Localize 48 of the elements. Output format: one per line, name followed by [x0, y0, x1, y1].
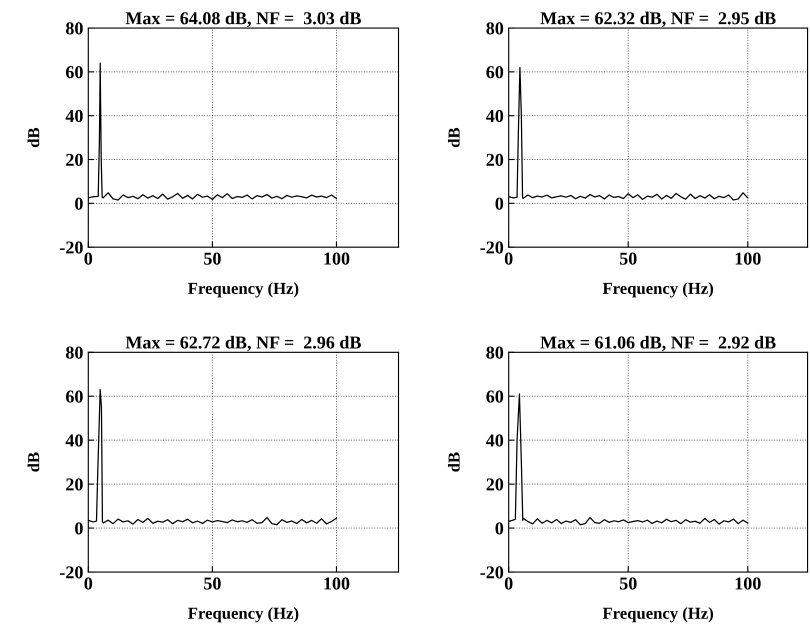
y-tick-label: 80	[66, 346, 83, 359]
y-tick-label: 0	[75, 522, 83, 535]
y-tick-label: 80	[486, 22, 504, 34]
y-tick-label: 60	[486, 66, 504, 78]
y-tick-label: 60	[486, 390, 504, 403]
x-tick-label: 0	[504, 577, 513, 590]
y-tick-label: 40	[486, 434, 504, 447]
y-tick-label: 0	[495, 522, 504, 535]
y-tick-label: 60	[66, 390, 83, 403]
x-tick-label: 50	[204, 577, 221, 590]
chart-title: Max = 62.32 dB, NF = 2.95 dB	[540, 12, 776, 27]
y-tick-label: 80	[486, 346, 504, 359]
x-axis-title: Frequency (Hz)	[188, 607, 298, 622]
y-axis-title: dB	[28, 452, 40, 472]
x-tick-label: 100	[736, 577, 761, 590]
y-axis-title: dB	[28, 128, 40, 148]
x-axis-title: Frequency (Hz)	[188, 282, 298, 298]
y-tick-label: 40	[486, 110, 504, 122]
y-tick-label: 20	[66, 154, 83, 166]
x-tick-label: 50	[620, 577, 637, 590]
y-tick-label: 20	[486, 478, 504, 491]
x-tick-label: 50	[620, 252, 637, 265]
y-tick-label: 20	[486, 154, 504, 166]
y-tick-label: 40	[66, 434, 83, 447]
x-tick-label: 100	[324, 252, 350, 265]
y-tick-label: 60	[66, 66, 83, 78]
x-tick-label: 100	[324, 577, 350, 590]
y-tick-label: 0	[495, 198, 504, 210]
y-axis-title: dB	[448, 128, 460, 148]
x-axis-title: Frequency (Hz)	[602, 607, 714, 622]
x-tick-label: 0	[84, 252, 92, 265]
y-tick-label: -20	[480, 566, 504, 578]
x-axis-title: Frequency (Hz)	[602, 282, 714, 298]
chart-title: Max = 64.08 dB, NF = 3.03 dB	[126, 12, 361, 27]
y-tick-label: -20	[480, 241, 504, 254]
y-tick-label: 20	[66, 478, 83, 491]
y-tick-label: 0	[75, 198, 83, 210]
y-tick-label: -20	[60, 241, 83, 254]
x-tick-label: 0	[84, 577, 92, 590]
chart-title: Max = 62.72 dB, NF = 2.96 dB	[126, 336, 361, 352]
y-axis-title: dB	[448, 452, 460, 472]
y-tick-label: 80	[66, 22, 83, 34]
y-tick-label: 40	[66, 110, 83, 122]
x-tick-label: 0	[504, 252, 513, 265]
chart-title: Max = 61.06 dB, NF = 2.92 dB	[540, 336, 776, 352]
x-tick-label: 100	[736, 252, 761, 265]
y-tick-label: -20	[60, 566, 83, 578]
x-tick-label: 50	[204, 252, 221, 265]
